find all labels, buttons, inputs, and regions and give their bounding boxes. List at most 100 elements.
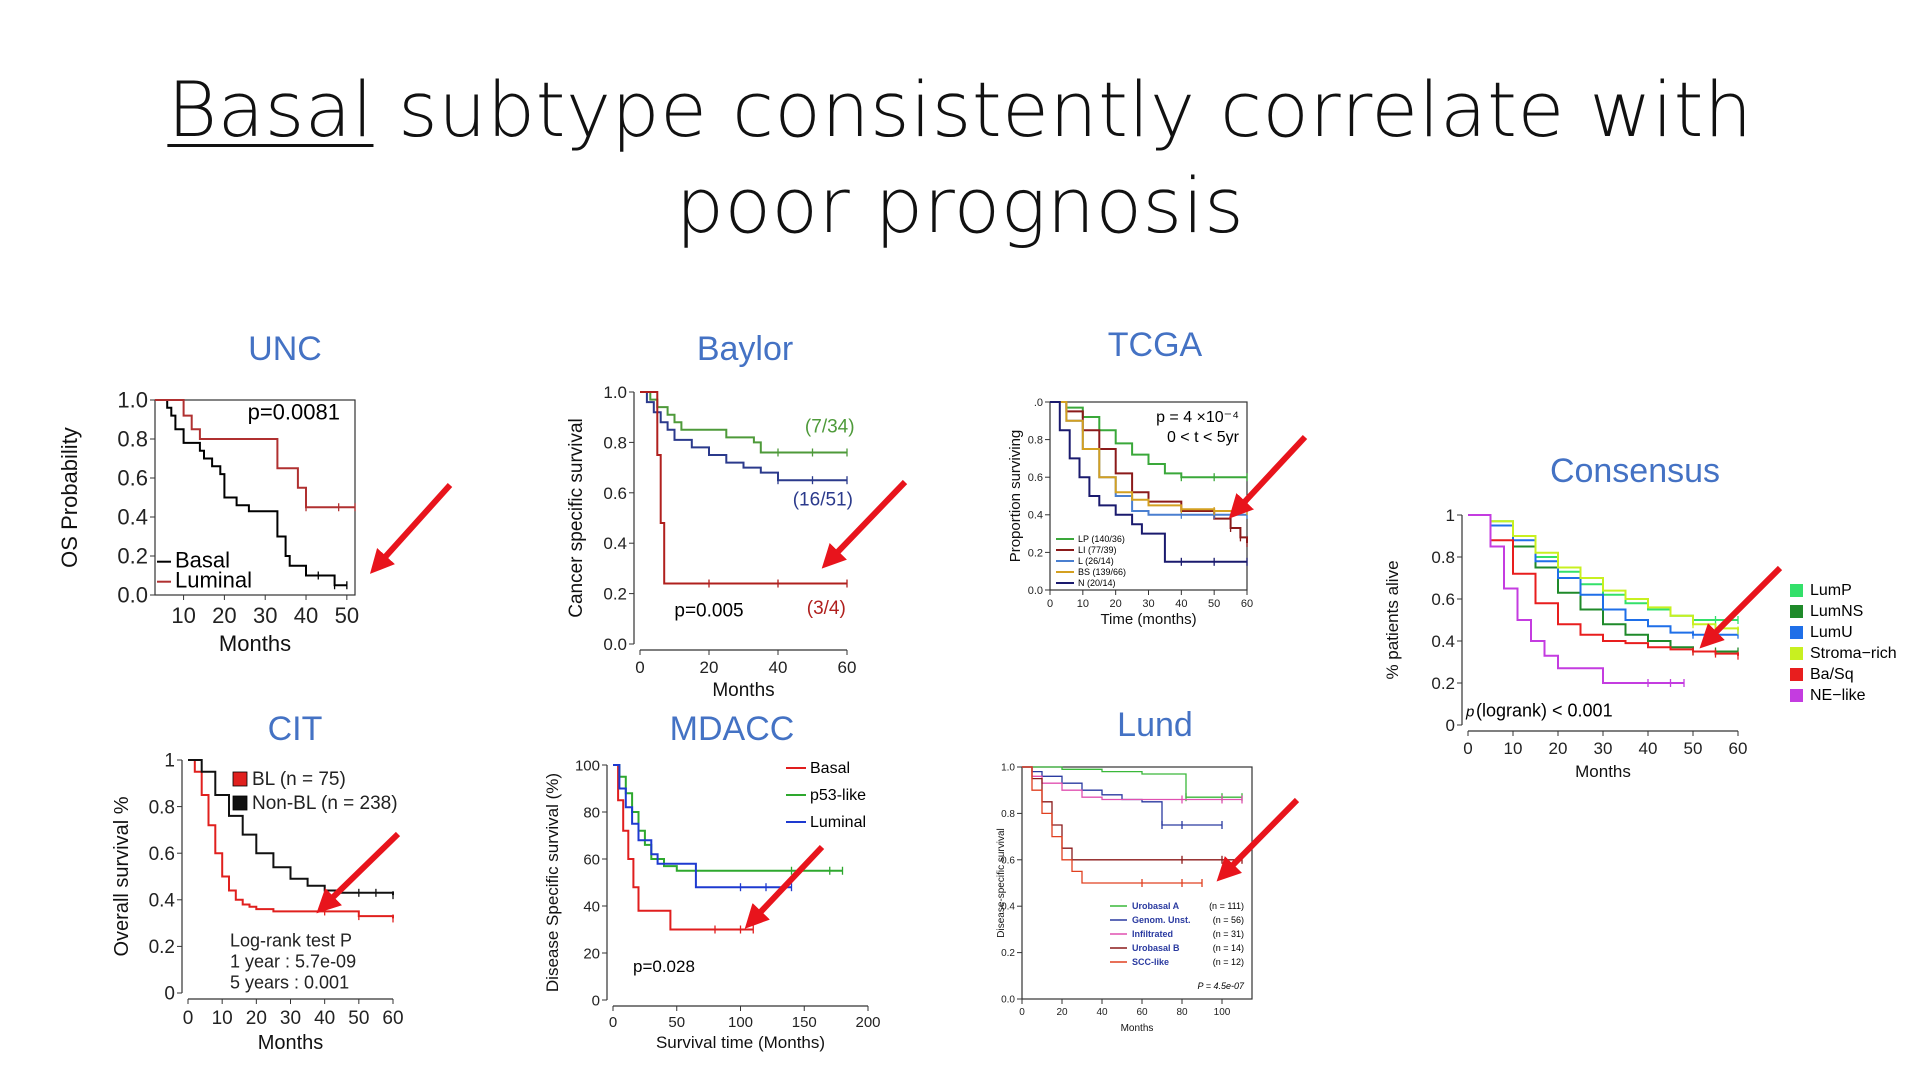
baylor-y-tick-label: 0.2 (603, 585, 627, 604)
mdacc-x-tick-label: 150 (792, 1014, 817, 1031)
cit-series-line-bl-n-75 (188, 759, 394, 919)
lund-x-tick-label: 40 (1096, 1007, 1108, 1018)
consensus-legend-swatch (1790, 668, 1803, 681)
mdacc-x-tick-label: 100 (728, 1014, 753, 1031)
baylor-x-tick-label: 0 (635, 658, 644, 677)
tcga-x-tick-label: 20 (1110, 598, 1122, 610)
mdacc-survival-chart: 0 50 100 150 200 0 20 40 60 80 100 Survival time (M… (543, 757, 881, 1052)
mdacc-p-value: p=0.028 (633, 957, 695, 976)
baylor-y-tick-label: 0.0 (603, 635, 627, 654)
unc-x-tick-label: 40 (294, 603, 318, 628)
tcga-series-line-bs-139-66 (1050, 401, 1247, 512)
tcga-x-tick-label: 50 (1208, 598, 1220, 610)
lund-y-tick-label: 0.8 (1001, 809, 1015, 820)
tcga-y-axis-label: Proportion surviving (1007, 430, 1024, 563)
mdacc-legend-label: Basal (810, 760, 850, 777)
consensus-y-axis-label: % patients alive (1383, 560, 1402, 679)
mdacc-legend-label: Luminal (810, 814, 866, 831)
panel-label-tcga: TCGA (1107, 326, 1203, 364)
mdacc-series-line-p53-like (613, 764, 843, 872)
consensus-x-tick-label: 30 (1594, 739, 1613, 758)
cit-x-tick-label: 10 (212, 1008, 233, 1029)
lund-y-tick-label: 1.0 (1001, 763, 1015, 774)
mdacc-y-tick-label: 20 (583, 945, 600, 962)
unc-y-tick-label: 0.2 (117, 544, 148, 569)
lund-x-axis-label: Months (1121, 1023, 1154, 1034)
tcga-legend-label: LP (140/36) (1078, 534, 1125, 544)
unc-y-tick-label: 0.0 (117, 583, 148, 608)
lund-p-value: P = 4.5e-07 (1198, 981, 1245, 991)
panel-label-mdacc: MDACC (669, 710, 795, 748)
lund-plot: 0 20 40 60 80 100 0.0 0.2 0.4 0.6 0.8 1.0 Months Dise… (996, 763, 1253, 1034)
unc-y-tick-label: 1.0 (117, 388, 148, 413)
tcga-time-range: 0 < t < 5yr (1167, 429, 1240, 446)
consensus-y-tick-label: 0.4 (1431, 632, 1455, 651)
mdacc-y-tick-label: 100 (575, 757, 600, 774)
baylor-x-axis-label: Months (712, 680, 774, 701)
lund-y-axis-label: Disease-specific survival (996, 828, 1007, 937)
consensus-legend-label: LumNS (1810, 603, 1863, 620)
lund-y-tick-label: 0.6 (1001, 855, 1015, 866)
baylor-annotation: (16/51) (793, 489, 853, 510)
unc-survival-chart: 10 20 30 40 50 0.0 0.2 0.4 0.6 0.8 1.0 Months OS Pro… (57, 388, 359, 656)
lund-series-line-urobasal-b (1022, 766, 1242, 861)
title-underlined-word: Basal (167, 65, 374, 154)
lund-x-tick-label: 60 (1136, 1007, 1148, 1018)
lund-legend-n: (n = 31) (1213, 929, 1244, 939)
consensus-legend-swatch (1790, 647, 1803, 660)
lund-legend-n: (n = 56) (1213, 915, 1244, 925)
consensus-x-tick-label: 20 (1549, 739, 1568, 758)
consensus-legend-swatch (1790, 626, 1803, 639)
tcga-y-tick-label: 0.0 (1028, 585, 1043, 597)
lund-plot-frame (1021, 766, 1253, 1000)
consensus-p-symbol: p (1465, 704, 1474, 721)
consensus-legend-swatch (1790, 605, 1803, 618)
mdacc-y-tick-label: 60 (583, 851, 600, 868)
unc-x-axis-label: Months (219, 631, 291, 656)
mdacc-x-tick-label: 50 (668, 1014, 685, 1031)
baylor-y-tick-label: 0.6 (603, 484, 627, 503)
lund-y-tick-label: 0.0 (1001, 995, 1015, 1006)
consensus-legend-label: Ba/Sq (1810, 666, 1854, 683)
unc-p-value: p=0.0081 (248, 400, 340, 425)
tcga-series-line-n-20-14 (1050, 401, 1247, 563)
cit-y-axis-label: Overall survival % (111, 796, 133, 956)
baylor-plot: 0 20 40 60 0.0 0.2 0.4 0.6 0.8 1.0 Months Cancer sp… (566, 383, 856, 701)
tcga-legend-label: L (26/14) (1078, 556, 1114, 566)
consensus-legend-label: NE−like (1810, 687, 1866, 704)
baylor-annotation: (7/34) (805, 416, 855, 437)
unc-series-line-basal (155, 399, 347, 587)
baylor-x-tick-label: 20 (700, 658, 719, 677)
lund-series-line-genom-unst (1022, 766, 1222, 826)
tcga-x-tick-label: 0 (1047, 598, 1053, 610)
tcga-plot: 0 10 20 30 40 50 60 0.0 0.2 0.4 0.6 0.8 .0 Time (mont… (1007, 397, 1253, 628)
baylor-y-axis-label: Cancer specific survival (566, 418, 587, 618)
consensus-series-line-ne-like (1468, 514, 1684, 684)
consensus-x-tick-label: 60 (1729, 739, 1748, 758)
tcga-y-tick-label: 0.8 (1028, 434, 1043, 446)
mdacc-x-axis-label: Survival time (Months) (656, 1033, 825, 1052)
unc-plot: 10 20 30 40 50 0.0 0.2 0.4 0.6 0.8 1.0 Months OS Pro… (57, 388, 359, 656)
tcga-legend-label: LI (77/39) (1078, 545, 1117, 555)
mdacc-x-tick-label: 200 (855, 1014, 880, 1031)
title-line-1: Basal subtype consistently correlate wit… (0, 62, 1920, 158)
cit-y-tick-label: 0.4 (149, 890, 176, 911)
tcga-x-tick-label: 10 (1077, 598, 1089, 610)
cit-x-tick-label: 40 (314, 1008, 335, 1029)
lund-legend-label: Infiltrated (1132, 929, 1173, 939)
cit-x-tick-label: 20 (246, 1008, 267, 1029)
unc-y-axis-label: OS Probability (57, 427, 82, 568)
consensus-legend-swatch (1790, 689, 1803, 702)
title-rest: subtype consistently correlate with (373, 65, 1753, 154)
panel-label-baylor: Baylor (696, 330, 794, 368)
tcga-legend-label: BS (139/66) (1078, 567, 1126, 577)
lund-legend-label: Urobasal A (1132, 901, 1180, 911)
mdacc-plot: 0 50 100 150 200 0 20 40 60 80 100 Survival time (M… (543, 757, 881, 1052)
cit-y-tick-label: 0.2 (149, 937, 175, 958)
tcga-x-tick-label: 30 (1142, 598, 1154, 610)
consensus-legend-swatch (1790, 584, 1803, 597)
consensus-y-tick-label: 0.8 (1431, 548, 1455, 567)
unc-legend-label: Luminal (175, 568, 252, 593)
mdacc-y-tick-label: 80 (583, 804, 600, 821)
panel-label-cit: CIT (267, 710, 323, 748)
